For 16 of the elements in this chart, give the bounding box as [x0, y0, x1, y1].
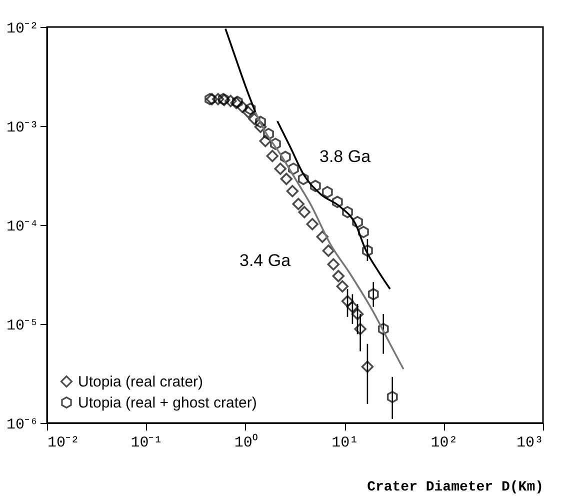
x-tick-label: 10¹	[332, 434, 359, 452]
y-tick-label: 10⁻³	[6, 120, 38, 136]
legend-label: Utopia (real crater)	[78, 374, 204, 390]
y-tick-label: 10⁻⁵	[6, 318, 38, 334]
annotation: 3.4 Ga	[239, 251, 292, 270]
x-tick-label: 10⁻²	[48, 434, 80, 452]
x-tick-label: 10⁻¹	[130, 434, 163, 452]
y-tick-label: 10⁻²	[6, 20, 38, 38]
annotation: 3.8 Ga	[319, 147, 372, 166]
x-tick-label: 10⁰	[234, 434, 258, 452]
x-tick-label: 10³	[516, 434, 544, 452]
x-axis-title: Crater Diameter D(Km)	[367, 480, 544, 496]
legend-label: Utopia (real + ghost crater)	[78, 394, 257, 412]
x-tick-label: 10²	[430, 434, 458, 452]
y-tick-label: 10⁻⁶	[6, 416, 38, 434]
y-tick-label: 10⁻⁴	[6, 218, 38, 236]
